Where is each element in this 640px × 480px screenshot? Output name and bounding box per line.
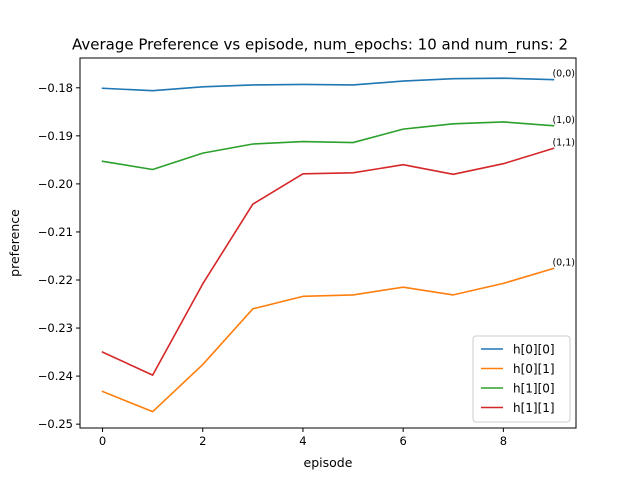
x-tick-label: 0 [99, 434, 106, 448]
series-annotation-2: (1,0) [552, 115, 575, 126]
series-line-3 [101, 147, 555, 376]
y-tick-label: −0.21 [38, 225, 73, 239]
y-tick-label: −0.24 [38, 369, 73, 383]
series-annotation-0: (0,0) [552, 69, 575, 80]
x-tick-label: 4 [299, 434, 306, 448]
x-axis-label: episode [304, 455, 353, 470]
y-tick-label: −0.19 [38, 129, 73, 143]
legend-label-2: h[1][0] [513, 382, 555, 396]
y-tick-label: −0.23 [38, 321, 73, 335]
x-tick-label: 2 [199, 434, 206, 448]
legend-label-1: h[0][1] [513, 362, 555, 376]
y-tick-label: −0.20 [38, 177, 73, 191]
series-annotation-1: (0,1) [552, 257, 575, 268]
y-axis-label: preference [7, 209, 22, 277]
x-tick-label: 6 [399, 434, 406, 448]
series-line-0 [101, 77, 555, 92]
series-line-2 [101, 121, 555, 171]
chart-title: Average Preference vs episode, num_epoch… [72, 36, 568, 55]
axes: 0 2 4 6 8 −0.18 −0.19 −0.20 −0.21 −0.22 −0.23 −0.24… [38, 81, 507, 448]
y-tick-label: −0.22 [38, 273, 73, 287]
legend-box [472, 335, 571, 423]
plot-frame [79, 57, 577, 429]
series-annotation-3: (1,1) [552, 137, 575, 148]
y-tick-label: −0.25 [38, 417, 73, 431]
series-line-1 [101, 267, 555, 413]
y-tick-label: −0.18 [38, 81, 73, 95]
x-tick-label: 8 [500, 434, 507, 448]
legend-label-3: h[1][1] [513, 401, 555, 415]
legend-label-0: h[0][0] [513, 343, 555, 357]
plot-area: (0,0) (0,1) (1,0) (1,1) [101, 69, 575, 413]
legend: h[0][0] h[0][1] h[1][0] h[1][1] [472, 335, 571, 423]
